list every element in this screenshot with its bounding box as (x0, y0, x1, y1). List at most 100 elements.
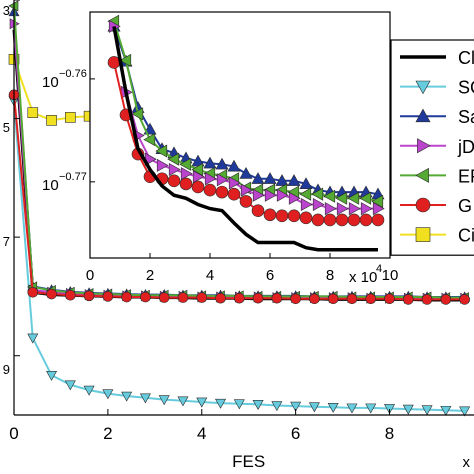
legend-item-SC: SC (400, 78, 474, 98)
inset-y-tick-base: 10 (42, 74, 59, 91)
x-tick-label: 4 (197, 424, 206, 443)
legend-item-Sa: Sa (400, 107, 474, 127)
inset-x-tick-label: 2 (146, 267, 154, 284)
inset-series-line-Cl (112, 26, 378, 252)
legend-label: Cl (458, 48, 474, 68)
inset-x-tick-label: 6 (266, 267, 274, 284)
legend-marker (415, 80, 431, 95)
inset-data-point-G (359, 213, 373, 227)
data-point-SC (384, 404, 396, 415)
data-point-SC (46, 370, 58, 381)
inset-data-point-G (311, 213, 325, 227)
data-point-G (421, 294, 433, 305)
inset-data-point-EF (299, 187, 312, 201)
inset-series-G (107, 56, 385, 227)
data-point-G (459, 294, 470, 305)
legend-marker (415, 197, 431, 213)
inset-data-point-EF (119, 53, 132, 67)
x-tick-label: 6 (291, 424, 300, 443)
data-point-Ci (27, 107, 39, 118)
inset-data-point-jD (324, 202, 337, 216)
x-tick-label: 8 (385, 424, 394, 443)
data-point-SC (233, 399, 245, 410)
inset-series-Cl (112, 26, 378, 252)
inset-data-point-Sa (239, 166, 253, 179)
y-tick-label: 5 (3, 120, 10, 135)
inset-data-point-Sa (251, 172, 265, 184)
y-tick-label: 9 (3, 362, 10, 377)
inset-data-point-jD (252, 188, 265, 202)
main-chart: 0 2 4 6 8 FES x 3 5 7 9 (3, 0, 474, 471)
inset-x-exponent-label: x 10 (349, 269, 377, 286)
inset-data-point-G (299, 211, 313, 225)
inset-data-point-jD (312, 197, 325, 211)
inset-data-point-jD (168, 162, 181, 176)
data-point-G (309, 293, 320, 305)
data-point-G (140, 291, 151, 303)
legend-marker (417, 138, 431, 154)
inset-plot-area (107, 14, 385, 252)
inset-data-point-Sa (203, 156, 217, 169)
data-point-SC (252, 400, 264, 410)
data-point-G (121, 291, 132, 303)
inset-x-tick-label: 8 (326, 267, 334, 284)
data-point-SC (459, 406, 471, 417)
inset-data-point-jD (300, 197, 313, 211)
inset-data-point-jD (264, 188, 277, 202)
x-exponent-label: x (463, 454, 471, 471)
data-point-G (177, 292, 189, 303)
legend-marker (415, 227, 431, 242)
inset-frame (89, 11, 391, 259)
x-tick-label: 0 (9, 424, 18, 443)
inset-data-point-jD (288, 191, 301, 205)
legend-label: Sa (458, 107, 474, 127)
inset-data-point-G (287, 209, 301, 223)
data-point-Ci (46, 115, 57, 126)
inset-data-point-EF (143, 133, 156, 147)
inset-data-point-EF (323, 189, 336, 203)
legend-box (390, 39, 474, 256)
legend-item-Ci: Ci (400, 226, 474, 246)
inset-x-tick-label: 0 (86, 267, 94, 284)
inset-data-point-EF (311, 187, 324, 201)
data-point-SC (327, 402, 339, 413)
inset-data-point-G (347, 213, 361, 227)
inset-data-point-jD (216, 173, 229, 187)
inset-data-point-G (371, 213, 385, 227)
inset-data-point-G (179, 177, 193, 191)
series-G (8, 89, 470, 305)
inset-data-point-EF (167, 152, 180, 166)
y-tick-label: 7 (3, 234, 10, 249)
inset-data-point-jD (372, 202, 385, 216)
x-tick-label: 2 (103, 424, 112, 443)
inset-data-point-Sa (275, 174, 289, 186)
legend-marker (415, 108, 431, 123)
inset-data-point-jD (156, 158, 169, 172)
data-point-G (27, 286, 39, 298)
data-point-SC (421, 405, 433, 416)
inset-data-point-jD (276, 188, 289, 202)
data-point-G (196, 292, 208, 303)
inset-series-jD (108, 19, 385, 216)
inset-data-point-EF (191, 162, 204, 176)
inset-data-point-EF (371, 194, 384, 208)
inset-data-point-jD (192, 170, 205, 184)
inset-data-point-jD (228, 176, 241, 190)
inset-data-point-G (239, 195, 253, 208)
inset-data-point-Sa (299, 177, 313, 189)
data-point-G (102, 291, 114, 302)
inset-data-point-G (167, 174, 181, 188)
inset-data-point-G (251, 204, 265, 217)
data-point-SC (177, 396, 189, 407)
data-point-G (83, 290, 95, 302)
inset-data-point-G (263, 208, 277, 222)
inset-data-point-jD (348, 202, 361, 216)
data-point-SC (308, 402, 320, 413)
inset-data-point-Sa (215, 157, 229, 170)
inset-y-tick-exponent: −0.76 (59, 68, 87, 80)
data-point-SC (290, 401, 302, 412)
inset-data-point-jD (360, 202, 373, 216)
data-point-SC (440, 405, 452, 416)
legend-item-jD: jD (400, 137, 474, 157)
inset-data-point-EF (155, 144, 168, 158)
